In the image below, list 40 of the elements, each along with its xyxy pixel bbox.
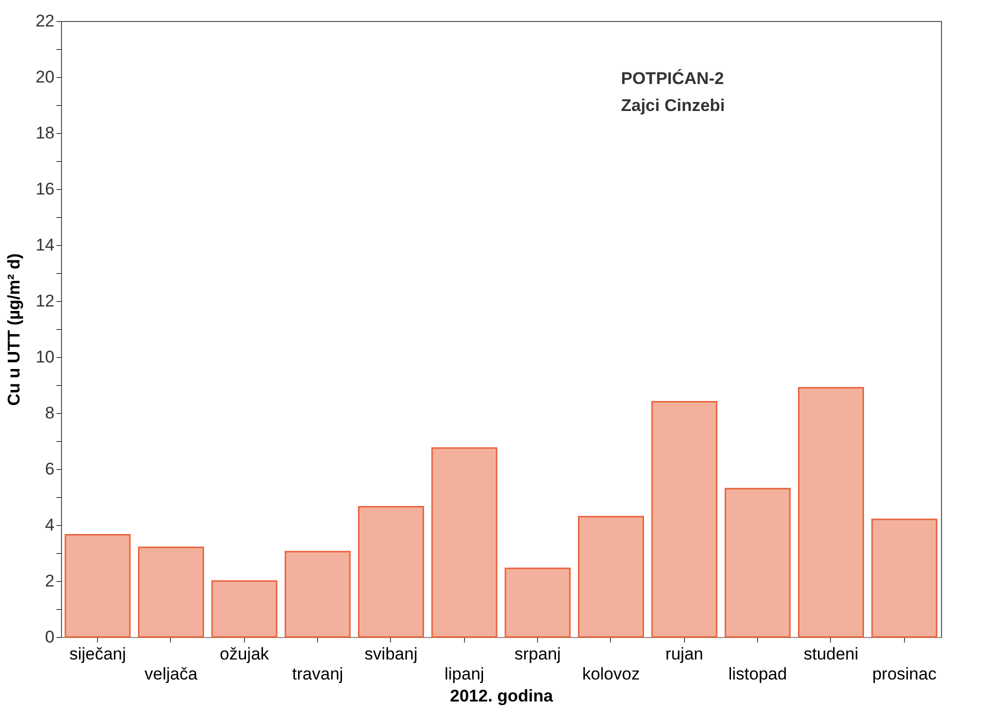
x-tick-label: rujan (665, 644, 704, 664)
x-tick-label: travanj (292, 664, 344, 684)
y-tick-label: 20 (36, 68, 54, 86)
y-tick-label: 16 (36, 180, 54, 198)
bar (504, 568, 571, 638)
bar (871, 518, 938, 638)
bar (284, 550, 351, 638)
bar (431, 447, 498, 638)
x-tick-label: ožujak (220, 644, 270, 664)
y-tick-label: 8 (45, 404, 54, 422)
y-tick-label: 6 (45, 460, 54, 478)
y-tick-label: 2 (45, 572, 54, 590)
bar (724, 488, 791, 638)
x-tick-label: studeni (804, 644, 858, 664)
annotation: POTPIĆAN-2 (621, 68, 724, 88)
y-tick-label: 14 (36, 236, 54, 254)
y-tick-label: 12 (36, 292, 54, 310)
bar (64, 534, 131, 638)
bar (138, 546, 204, 638)
bar (798, 387, 864, 638)
x-tick-label: siječanj (69, 644, 126, 664)
x-tick-label: svibanj (364, 644, 418, 664)
bar (651, 401, 718, 638)
y-tick-label: 18 (36, 124, 54, 142)
bar (358, 506, 424, 638)
y-tick-label: 0 (45, 628, 54, 646)
y-tick-label: 4 (45, 516, 54, 534)
x-tick-label: lipanj (444, 664, 484, 684)
x-tick-label: veljača (144, 664, 198, 684)
x-tick-label: kolovoz (582, 664, 640, 684)
y-tick-label: 10 (36, 348, 54, 366)
x-tick-label: prosinac (872, 664, 937, 684)
x-axis-title: 2012. godina (450, 686, 554, 706)
bar (211, 580, 278, 638)
x-tick-label: listopad (728, 664, 787, 684)
y-axis-title: Cu u UTT (µg/m² d) (4, 253, 24, 406)
y-tick-label: 22 (36, 12, 54, 30)
bar (578, 516, 644, 638)
x-tick-label: srpanj (514, 644, 561, 664)
annotation: Zajci Cinzebi (621, 96, 725, 115)
